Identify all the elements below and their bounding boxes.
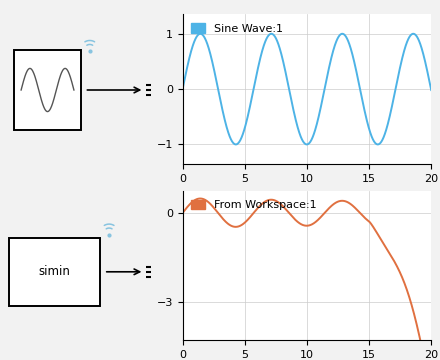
FancyBboxPatch shape bbox=[14, 50, 81, 130]
Text: simin: simin bbox=[39, 265, 70, 278]
Legend: Sine Wave:1: Sine Wave:1 bbox=[188, 20, 286, 37]
FancyBboxPatch shape bbox=[9, 238, 100, 306]
Legend: From Workspace:1: From Workspace:1 bbox=[188, 196, 320, 213]
